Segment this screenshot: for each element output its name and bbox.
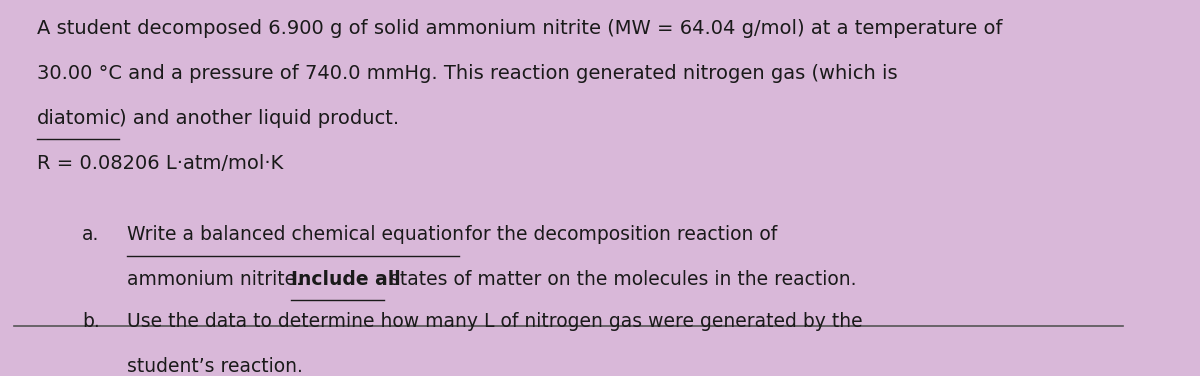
Text: Write a balanced chemical equation: Write a balanced chemical equation: [127, 225, 464, 244]
Text: for the decomposition reaction of: for the decomposition reaction of: [458, 225, 776, 244]
Text: Include all: Include all: [292, 270, 401, 289]
Text: ammonium nitrite.: ammonium nitrite.: [127, 270, 308, 289]
Text: R = 0.08206 L·atm/mol·K: R = 0.08206 L·atm/mol·K: [37, 153, 283, 173]
Text: student’s reaction.: student’s reaction.: [127, 357, 304, 376]
Text: ) and another liquid product.: ) and another liquid product.: [119, 109, 400, 128]
Text: a.: a.: [82, 225, 100, 244]
Text: diatomic: diatomic: [37, 109, 121, 128]
Text: states of matter on the molecules in the reaction.: states of matter on the molecules in the…: [384, 270, 857, 289]
Text: b.: b.: [82, 312, 100, 331]
Text: A student decomposed 6.900 g of solid ammonium nitrite (MW = 64.04 g/mol) at a t: A student decomposed 6.900 g of solid am…: [37, 19, 1002, 38]
Text: 30.00 °C and a pressure of 740.0 mmHg. This reaction generated nitrogen gas (whi: 30.00 °C and a pressure of 740.0 mmHg. T…: [37, 64, 898, 83]
Text: Use the data to determine how many L of nitrogen gas were generated by the: Use the data to determine how many L of …: [127, 312, 863, 331]
